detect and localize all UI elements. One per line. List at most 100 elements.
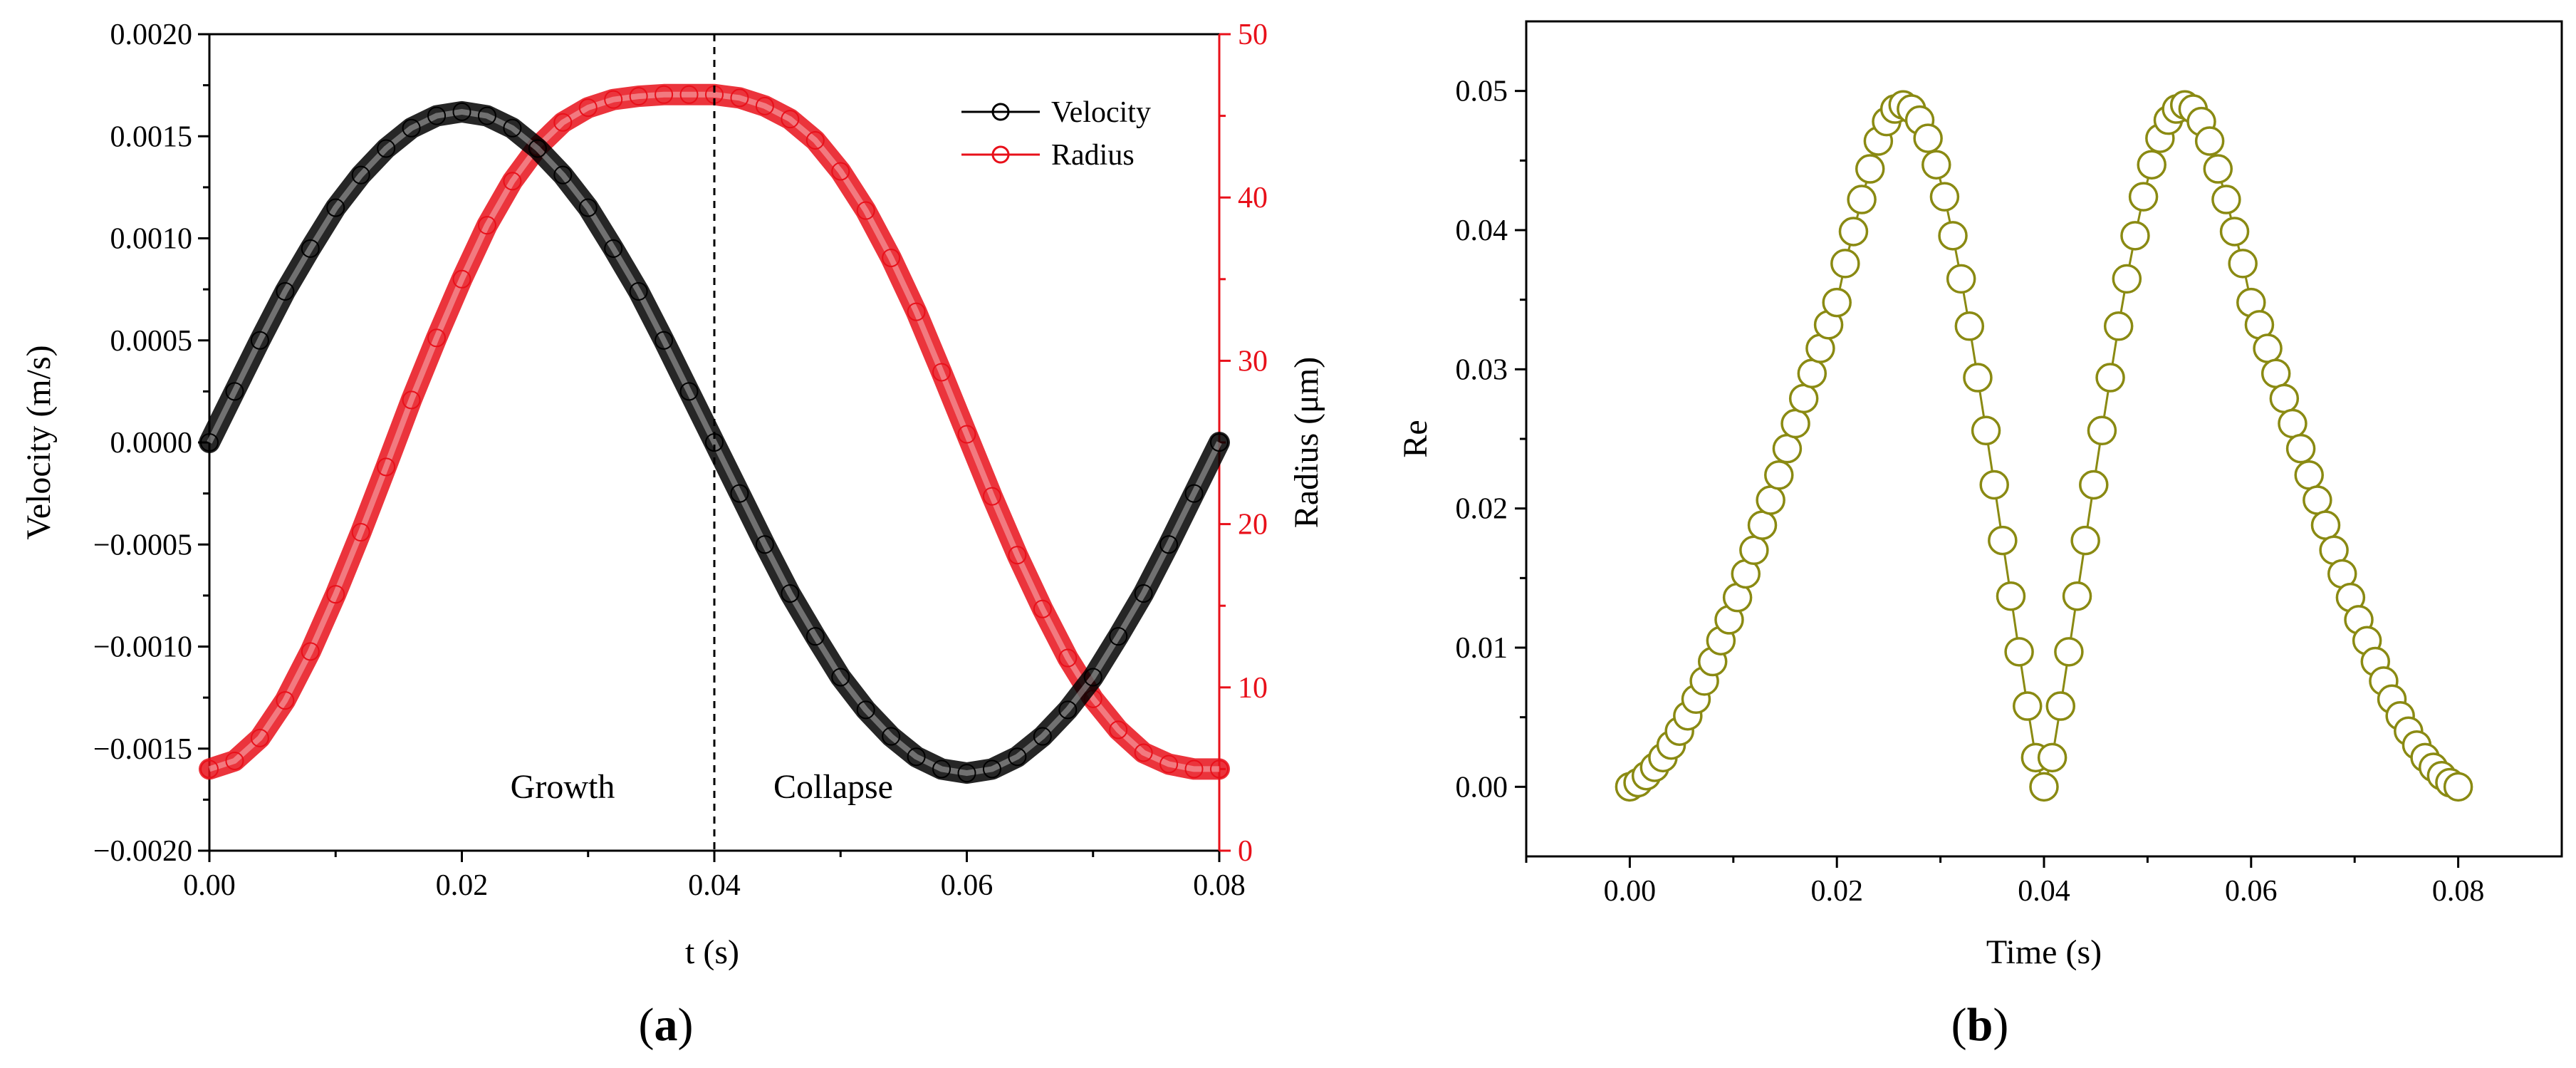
chart-b-y-tick-label: 0.03 [1456, 353, 1508, 386]
re-point [2137, 150, 2166, 180]
re-point [1797, 358, 1827, 388]
radius-point [427, 328, 447, 348]
radius-point [250, 728, 269, 747]
chart-a-y-tick-label: 0.0005 [110, 325, 193, 358]
re-point [1996, 581, 2026, 611]
radius-point [351, 523, 370, 542]
chart-b-x-axis-label: Time (s) [1986, 933, 2102, 971]
re-point [2211, 185, 2241, 214]
re-point [2253, 333, 2283, 363]
re-point [2070, 525, 2100, 556]
radius-point [1159, 755, 1179, 774]
re-point [1929, 182, 1960, 212]
re-point [1971, 415, 2001, 446]
velocity-point [427, 106, 447, 125]
re-point [2194, 126, 2225, 156]
velocity-point [679, 382, 699, 401]
legend-velocity-marker [991, 103, 1010, 121]
velocity-point [351, 165, 370, 185]
re-point [2087, 415, 2117, 446]
chart-b-y-tick-label: 0.04 [1456, 214, 1508, 247]
chart-a: 0.00 0.02 0.04 0.06 0.08 0.0020 0.0015 0.0010 0.… [20, 19, 1325, 1051]
radius-point [679, 85, 699, 104]
velocity-point [377, 139, 396, 158]
chart-a-x-axis-label: t (s) [685, 933, 739, 971]
re-point [1788, 383, 1819, 414]
chart-a-panel-label-open: ( [639, 999, 655, 1051]
chart-a-y2-tick-label: 50 [1238, 19, 1268, 51]
velocity-point [755, 535, 774, 554]
radius-point [882, 249, 901, 268]
chart-a-panel-label: (a) [639, 999, 694, 1051]
re-point [2095, 363, 2125, 393]
velocity-band [199, 100, 1230, 784]
chart-b-y-tick-label: 0.01 [1456, 632, 1508, 665]
chart-a-legend: Velocity Radius [961, 96, 1151, 172]
re-point [2269, 383, 2300, 414]
chart-a-y2-tick-label: 40 [1238, 182, 1268, 214]
velocity-point [250, 331, 269, 350]
radius-point [503, 172, 522, 191]
chart-a-y-tick-label: −0.0020 [93, 835, 192, 868]
radius-point [629, 87, 648, 106]
chart-b-y-tick-label: 0.02 [1456, 493, 1508, 526]
velocity-point [1159, 535, 1179, 554]
re-point [1946, 264, 1976, 294]
velocity-point [831, 668, 850, 687]
re-point [1954, 311, 1985, 341]
chart-a-y-tick-label: −0.0015 [93, 733, 192, 766]
velocity-point [326, 198, 345, 217]
re-point [1938, 221, 1968, 251]
chart-a-y-tick-label: 0.0020 [110, 19, 193, 51]
radius-point [755, 96, 774, 115]
radius-point [452, 269, 471, 289]
radius-point [553, 113, 573, 132]
re-point [2079, 470, 2109, 500]
velocity-point [781, 584, 800, 603]
chart-a-y-tick-label: 0.0010 [110, 223, 193, 256]
chart-b-panel-label-close: ) [1993, 999, 2008, 1051]
chart-a-panel-label-letter: a [655, 999, 678, 1051]
velocity-point [856, 700, 875, 720]
re-point [2037, 742, 2067, 773]
chart-b-x-tick-label: 0.04 [2018, 875, 2070, 908]
radius-point [477, 216, 496, 235]
chart-b-series [1615, 90, 2473, 802]
chart-a-y-tick-label: 0.0015 [110, 120, 193, 153]
velocity-point [1008, 747, 1027, 767]
chart-a-x-tick-label: 0.08 [1193, 869, 1246, 902]
re-point [1772, 433, 1803, 464]
re-point [2045, 691, 2076, 721]
velocity-point [907, 747, 926, 767]
velocity-point [402, 118, 421, 138]
chart-a-y2-tick-label: 20 [1238, 509, 1268, 541]
re-point [1764, 460, 1794, 490]
chart-a-y2-tick-label: 30 [1238, 345, 1268, 378]
velocity-point [503, 118, 522, 138]
velocity-point [452, 102, 471, 121]
re-point [2443, 772, 2473, 802]
re-point [2062, 581, 2092, 611]
chart-a-y-tick-label: −0.0010 [93, 631, 192, 664]
chart-a-annotation-growth: Growth [511, 768, 615, 806]
re-point [2203, 154, 2233, 184]
chart-a-x-tick-label: 0.04 [688, 869, 741, 902]
re-point [1847, 185, 1877, 214]
re-point [1756, 485, 1785, 515]
chart-b-tick-labels: 0.00 0.02 0.04 0.06 0.08 0.05 0.04 0.03 0.02 0.01… [1456, 76, 2485, 908]
re-point [2054, 637, 2084, 667]
legend-velocity-label: Velocity [1051, 96, 1151, 129]
re-line [1629, 103, 2459, 791]
velocity-point [655, 331, 674, 350]
radius-point [982, 487, 1001, 506]
radius-point [276, 691, 295, 710]
radius-point [655, 85, 674, 104]
re-point [1988, 525, 2018, 556]
re-point [2278, 408, 2308, 439]
re-point [1830, 249, 1860, 279]
radius-point [1184, 759, 1204, 779]
chart-b-ticks [1515, 90, 2460, 868]
re-point [2260, 358, 2291, 388]
velocity-point [957, 764, 976, 783]
